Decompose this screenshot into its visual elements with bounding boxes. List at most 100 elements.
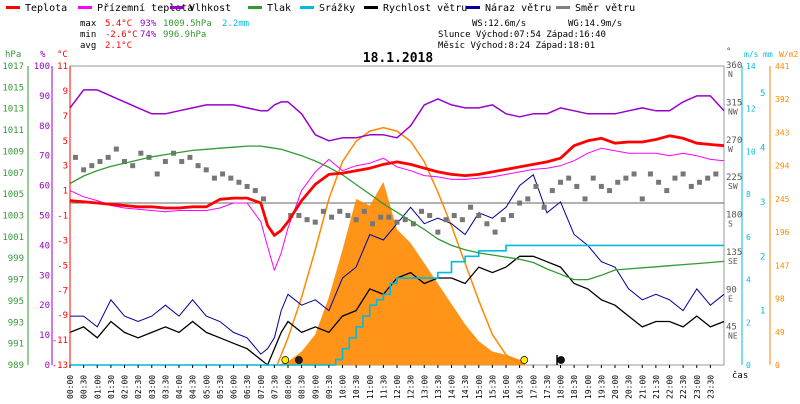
wind-direction-layer [72, 146, 719, 235]
wind-direction-point [410, 221, 416, 227]
wind-direction-point [435, 229, 441, 235]
wm-tick-label: 441 [775, 62, 790, 71]
time-tick-label: 04:00 [175, 375, 184, 399]
time-tick-label: 05:30 [216, 375, 225, 399]
info-ws: WS:12.6m/s [472, 19, 526, 29]
wind-direction-point [623, 175, 629, 181]
c-tick-label: 11 [57, 62, 68, 72]
stats-max-label: max [80, 19, 97, 29]
time-tick-label: 18:00 [557, 375, 566, 399]
time-tick-label: 07:30 [270, 375, 279, 399]
hpa-tick-label: 1003 [2, 212, 24, 222]
wind-direction-point [427, 213, 433, 218]
wind-direction-point [451, 213, 457, 218]
info-moon: Měsíc Východ:8:24 Západ:18:01 [438, 41, 595, 51]
wind-direction-point [113, 146, 119, 152]
wind-direction-point [582, 196, 588, 202]
series-line-naraz [70, 173, 725, 355]
wind-direction-point [713, 171, 719, 177]
wind-direction-point [574, 183, 580, 189]
time-tick-label: 12:30 [407, 375, 416, 399]
time-tick-label: 12:00 [393, 375, 402, 399]
wind-direction-point [312, 219, 318, 225]
time-tick-label: 01:00 [93, 375, 102, 399]
wind-direction-point [705, 175, 711, 181]
wm-tick-label: 0 [775, 361, 780, 370]
c-tick-label: -13 [52, 361, 68, 371]
pct-tick-label: 0 [45, 361, 50, 371]
c-tick-label: -1 [57, 212, 68, 222]
axis-unit-pct: % [40, 50, 46, 60]
radiation-theoretical-line [276, 126, 526, 366]
time-tick-label: 17:00 [529, 375, 538, 399]
wind-direction-point [81, 167, 87, 173]
series-line-teplota [69, 134, 725, 237]
wind-direction-point [236, 179, 242, 185]
dir-tick-label: 90 [726, 285, 737, 295]
wind-direction-point [138, 150, 144, 156]
time-tick-label: 15:30 [488, 375, 497, 399]
time-tick-label: 06:30 [243, 375, 252, 399]
wm-tick-label: 49 [775, 328, 785, 337]
dir-tick-name: NE [728, 332, 738, 341]
dir-tick-name: E [728, 294, 733, 303]
hpa-tick-label: 1009 [2, 147, 24, 157]
legend-label-naraz: Náraz větru [485, 2, 551, 14]
time-tick-label: 19:00 [584, 375, 593, 399]
stats-avg-temp: 2.1°C [105, 41, 132, 51]
legend-label-prizemni: Přízemní teplota [97, 2, 193, 14]
mm-tick-label: 0 [746, 361, 751, 370]
wind-direction-point [228, 175, 234, 181]
wind-direction-point [549, 188, 555, 194]
wind-direction-point [122, 159, 127, 165]
wm-tick-label: 196 [775, 228, 790, 237]
stats-min-press: 996.9hPa [163, 30, 206, 40]
series-line-vlhkost [69, 89, 725, 142]
wind-direction-point [353, 217, 359, 223]
hpa-tick-label: 1015 [2, 83, 24, 93]
c-tick-label: -7 [57, 286, 68, 296]
wind-direction-point [533, 183, 539, 189]
time-tick-label: 21:30 [652, 375, 661, 399]
wind-direction-point [459, 217, 465, 223]
axis-unit-ms: m/s [744, 50, 759, 59]
wind-direction-point [558, 179, 563, 185]
hpa-tick-label: 999 [8, 254, 24, 264]
wind-direction-point [244, 183, 250, 189]
time-tick-label: 17:30 [543, 375, 552, 399]
wm-tick-label: 245 [775, 195, 790, 204]
legend-label-smer: Směr větru [575, 2, 635, 14]
mm-tick-label: 14 [746, 62, 756, 71]
legend-swatch-teplota [6, 6, 20, 9]
wm-tick-label: 147 [775, 261, 790, 270]
time-tick-label: 02:00 [121, 375, 130, 399]
c-tick-label: 1 [63, 187, 68, 197]
hpa-tick-label: 1011 [2, 126, 24, 136]
pct-tick-label: 30 [39, 271, 50, 281]
wind-direction-point [130, 163, 136, 169]
c-tick-label: 3 [63, 162, 68, 172]
time-tick-label: 20:30 [625, 375, 634, 399]
time-tick-label: 05:00 [202, 375, 211, 399]
dir-tick-name: W [728, 145, 733, 154]
legend: Teplota Přízemní teplota Vlhkost Tlak Sr… [6, 2, 635, 14]
time-tick-label: 11:00 [366, 375, 375, 399]
wind-direction-point [320, 208, 326, 214]
time-tick-label: 21:00 [638, 375, 647, 399]
legend-label-rychlost: Rychlost větru [383, 2, 467, 14]
time-tick-label: 22:30 [679, 375, 688, 399]
wind-direction-point [419, 208, 425, 214]
legend-label-tlak: Tlak [267, 3, 291, 14]
wind-direction-point [517, 200, 523, 206]
wind-direction-point [590, 175, 596, 181]
dir-tick-name: SW [728, 182, 738, 191]
legend-swatch-rychlost [364, 6, 378, 9]
wind-direction-point [203, 167, 209, 173]
stats-min-temp: -2.6°C [105, 30, 138, 40]
series-line-tlak [69, 145, 725, 281]
dir-tick-label: 270 [726, 136, 742, 146]
wind-direction-point [615, 179, 621, 185]
time-tick-label: 23:30 [706, 375, 715, 399]
time-tick-label: 06:00 [230, 375, 239, 399]
dir-tick-label: 135 [726, 248, 742, 258]
